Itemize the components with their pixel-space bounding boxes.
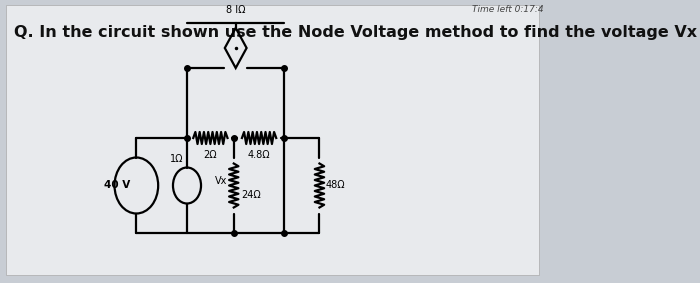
Text: 1Ω: 1Ω [169,153,183,164]
Text: 40 V: 40 V [104,181,130,190]
FancyBboxPatch shape [6,5,539,275]
Text: 24Ω: 24Ω [241,190,261,200]
Text: 8 IΩ: 8 IΩ [226,5,246,15]
Text: Vx: Vx [215,175,228,185]
Text: 48Ω: 48Ω [326,181,345,190]
Text: Time left 0:17:4: Time left 0:17:4 [473,5,544,14]
Text: 2Ω: 2Ω [204,150,217,160]
Text: Q. In the circuit shown use the Node Voltage method to find the voltage Vx: Q. In the circuit shown use the Node Vol… [14,25,697,40]
Text: 4.8Ω: 4.8Ω [248,150,270,160]
